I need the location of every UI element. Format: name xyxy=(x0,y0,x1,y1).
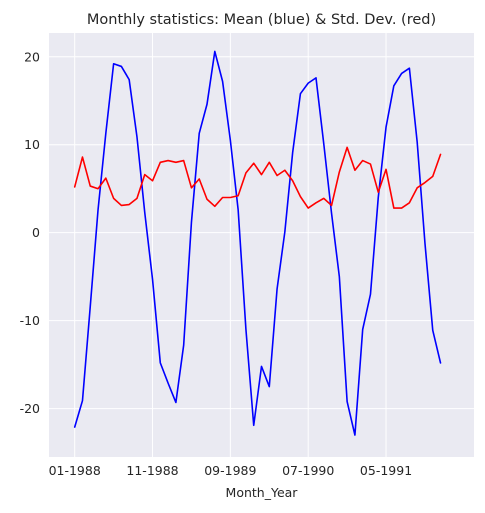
y-tick-label: 20 xyxy=(24,49,40,64)
series-line-std-dev xyxy=(73,146,442,209)
y-tick-label: -10 xyxy=(20,313,40,328)
y-tick-label: 10 xyxy=(24,137,40,152)
tick-labels: -20 -10 0 10 20 01-1988 11-1988 09-1989 07-1990 0… xyxy=(20,49,413,478)
x-tick-label: 01-1988 xyxy=(49,463,101,478)
plot-area xyxy=(49,33,474,457)
x-tick-label: 09-1989 xyxy=(204,463,256,478)
series-layer xyxy=(73,50,442,436)
series-line-mean xyxy=(73,50,442,436)
x-tick-label: 07-1990 xyxy=(282,463,334,478)
y-tick-label: 0 xyxy=(32,225,40,240)
x-tick-label: 11-1988 xyxy=(126,463,178,478)
chart-title: Monthly statistics: Mean (blue) & Std. D… xyxy=(87,12,436,28)
grid xyxy=(49,33,474,457)
y-tick-label: -20 xyxy=(20,401,40,416)
x-axis-label: Month_Year xyxy=(226,485,299,500)
x-tick-label: 05-1991 xyxy=(360,463,412,478)
